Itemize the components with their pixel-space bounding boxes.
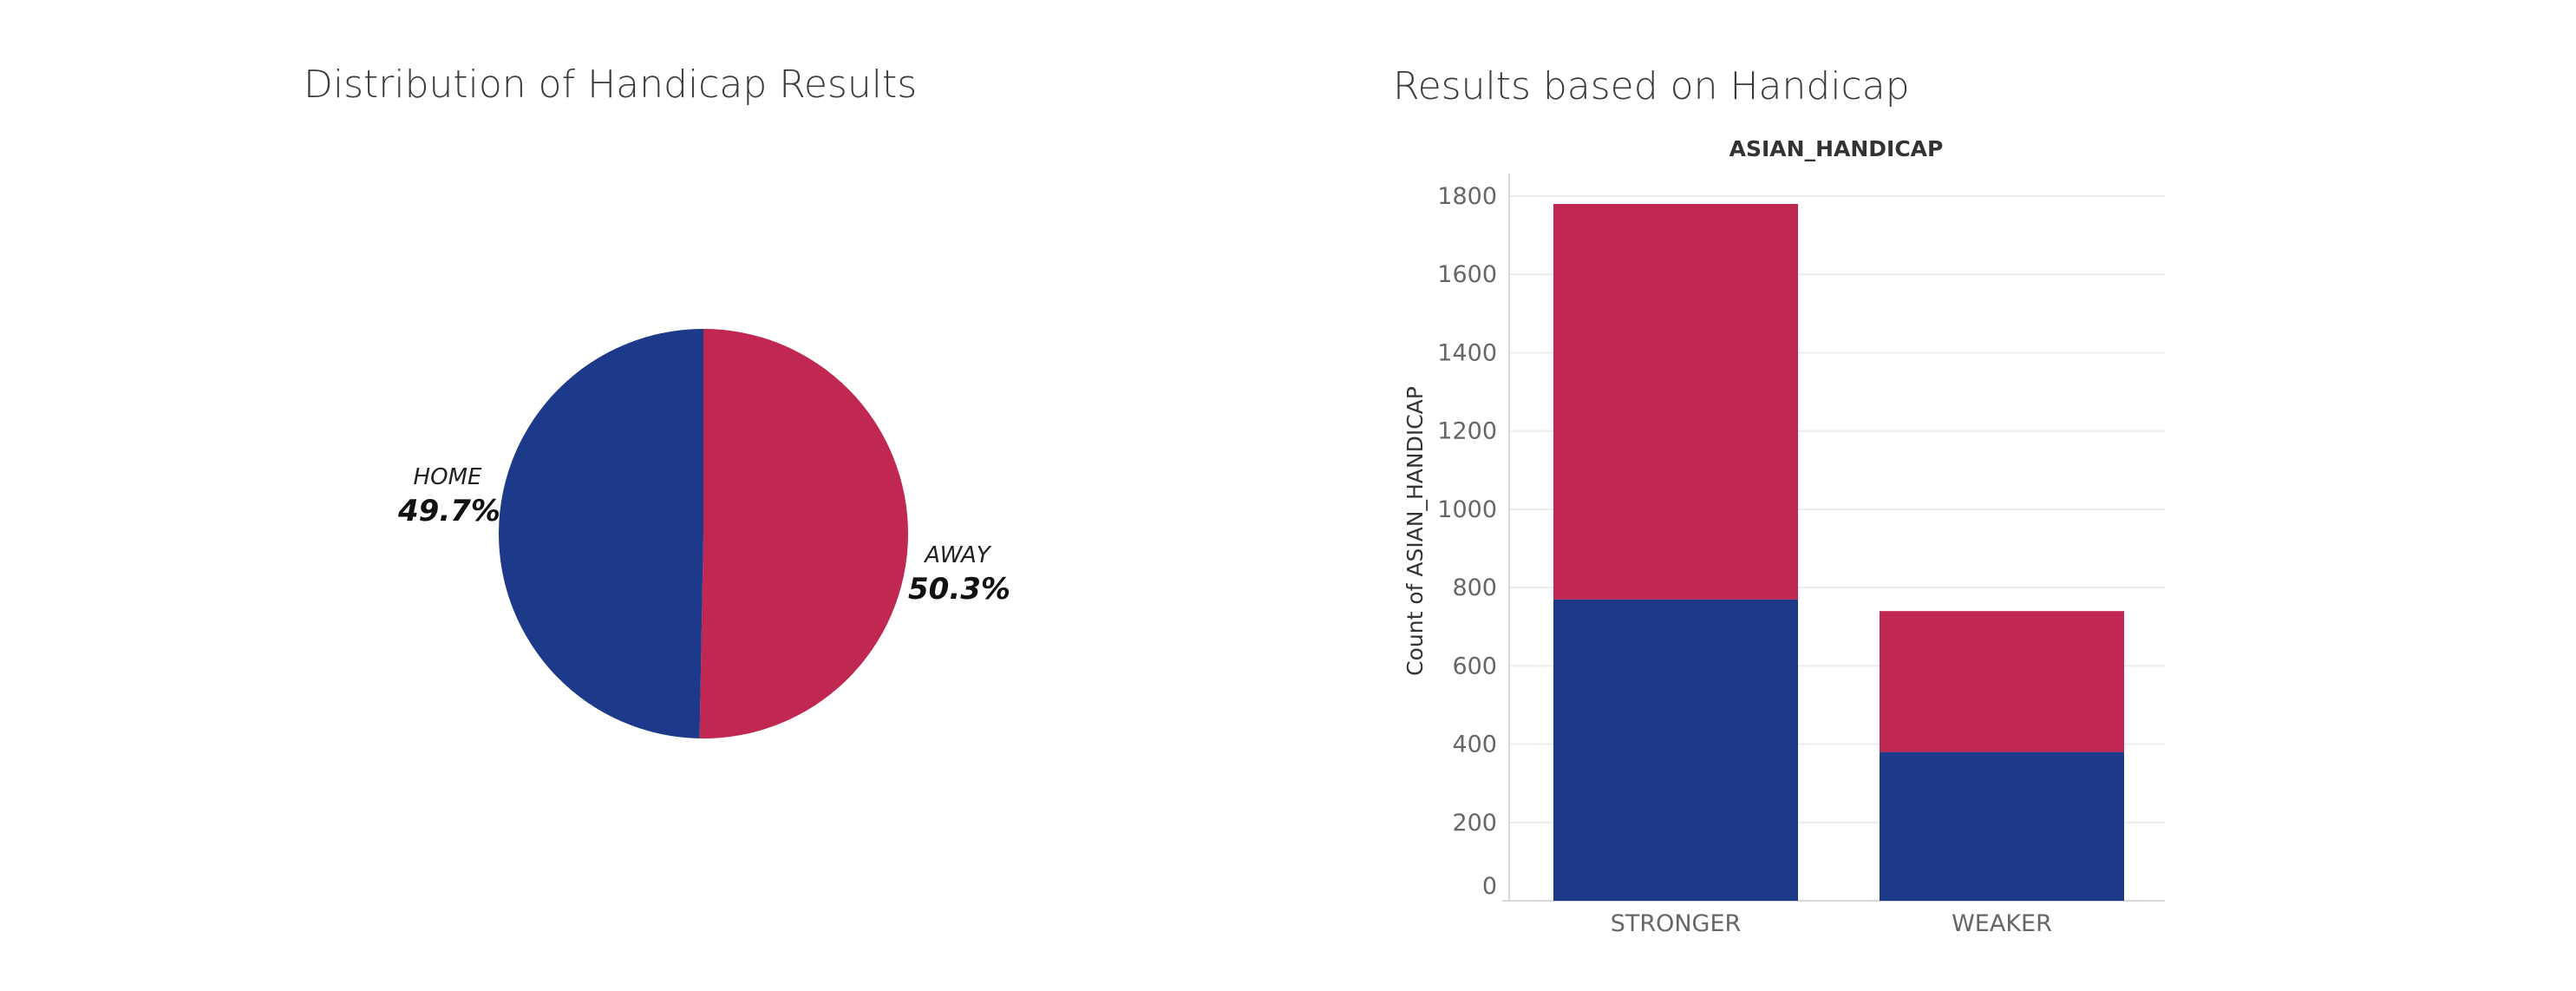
y-tick-label: 0 — [1482, 873, 1497, 900]
pie-chart-title: Distribution of Handicap Results — [304, 62, 917, 107]
y-tick-label: 1800 — [1437, 183, 1497, 210]
pie-chart: HOME 49.7% AWAY 50.3% — [397, 329, 1010, 738]
bar-weaker-away — [1880, 611, 2124, 752]
bar-chart: 0 200 400 600 800 1000 1200 1400 1600 1800 STRONGE… — [1437, 174, 2165, 937]
pie-label-away: AWAY — [923, 542, 992, 568]
x-tick-label: WEAKER — [1952, 910, 2052, 937]
bar-stronger-away — [1553, 204, 1798, 600]
y-tick-label: 1400 — [1437, 339, 1497, 366]
bar-chart-title: Results based on Handicap — [1393, 64, 1910, 108]
pie-label-home: HOME — [414, 464, 482, 490]
y-axis-label: Count of ASIAN_HANDICAP — [1402, 386, 1428, 676]
bar-chart-header: ASIAN_HANDICAP — [1729, 136, 1944, 161]
y-tick-label: 200 — [1452, 810, 1497, 837]
y-tick-label: 1200 — [1437, 418, 1497, 445]
pie-percent-home: 49.7% — [397, 494, 500, 528]
pie-percent-away: 50.3% — [908, 572, 1010, 607]
pie-slice-away — [699, 329, 908, 738]
y-tick-label: 800 — [1452, 574, 1497, 601]
y-tick-label: 1000 — [1437, 496, 1497, 523]
pie-slice-home — [498, 329, 703, 738]
bar-stronger-home — [1553, 599, 1798, 901]
x-tick-label: STRONGER — [1611, 910, 1742, 937]
y-tick-label: 1600 — [1437, 261, 1497, 288]
y-tick-label: 600 — [1452, 653, 1497, 679]
y-tick-label: 400 — [1452, 732, 1497, 758]
bar-weaker-home — [1880, 751, 2124, 901]
